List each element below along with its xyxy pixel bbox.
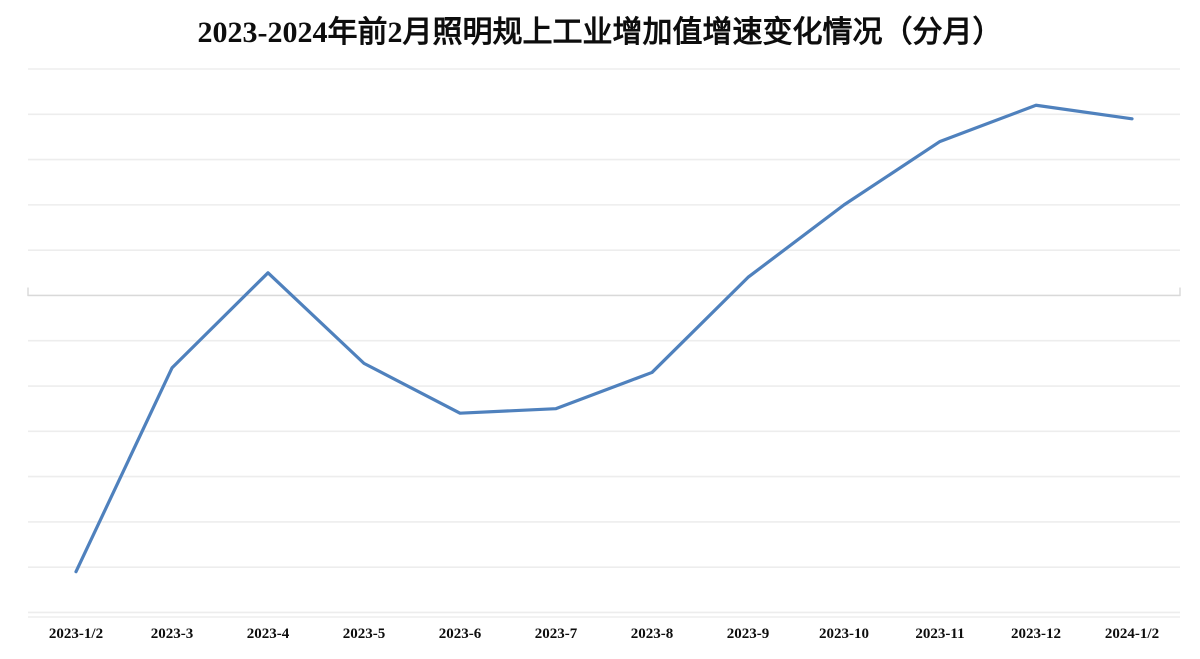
data-line-0 [74, 103, 1134, 574]
zero-axis-line [27, 287, 1181, 297]
x-axis-label: 2023-8 [630, 626, 674, 642]
x-axis-label: 2023-6 [438, 626, 482, 642]
x-axis-label: 2024-1/2 [1104, 626, 1160, 642]
x-axis-label: 2023-3 [150, 626, 194, 642]
x-axis-label: 2023-7 [534, 626, 578, 642]
x-axis-label: 2023-10 [819, 626, 869, 642]
gridlines-group [28, 68, 1180, 614]
plot-border-group [27, 287, 1181, 618]
x-axis-label: 2023-12 [1011, 626, 1061, 642]
x-axis-labels: 2023-1/2 2023-3 2023-4 2023-5 2023-6 2023-7 20… [0, 624, 1200, 654]
data-series-group [74, 103, 1134, 574]
x-axis-label: 2023-1/2 [48, 626, 104, 642]
x-axis-label: 2023-11 [915, 626, 965, 642]
x-axis-label: 2023-9 [726, 626, 770, 642]
x-axis-label: 2023-5 [342, 626, 386, 642]
x-axis-label: 2023-4 [246, 626, 290, 642]
chart-title: 2023-2024年前2月照明规上工业增加值增速变化情况（分月） [197, 16, 1003, 49]
